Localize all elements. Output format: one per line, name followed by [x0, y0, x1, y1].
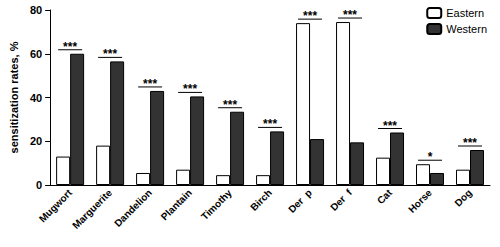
- svg-text:Der f: Der f: [328, 187, 354, 213]
- svg-text:Cat: Cat: [375, 187, 395, 207]
- svg-text:***: ***: [143, 77, 157, 91]
- svg-text:***: ***: [223, 98, 237, 112]
- svg-text:***: ***: [343, 8, 357, 22]
- svg-text:Birch: Birch: [248, 187, 274, 213]
- svg-text:Horse: Horse: [406, 187, 434, 215]
- svg-text:Der p: Der p: [286, 187, 314, 215]
- svg-text:20: 20: [30, 135, 42, 147]
- svg-text:***: ***: [303, 9, 317, 23]
- svg-text:80: 80: [30, 4, 42, 16]
- svg-text:Dandelion: Dandelion: [112, 187, 154, 229]
- svg-text:60: 60: [30, 48, 42, 60]
- svg-text:Western: Western: [446, 23, 487, 35]
- svg-text:Dog: Dog: [452, 187, 474, 209]
- svg-text:***: ***: [103, 47, 117, 61]
- svg-text:Timothy: Timothy: [199, 187, 234, 222]
- svg-text:Marguerite: Marguerite: [70, 187, 114, 231]
- svg-text:Mugwort: Mugwort: [37, 187, 75, 225]
- svg-text:***: ***: [383, 119, 397, 133]
- svg-text:***: ***: [183, 82, 197, 96]
- svg-text:***: ***: [263, 117, 277, 131]
- svg-text:Eastern: Eastern: [446, 7, 484, 19]
- svg-text:***: ***: [63, 40, 77, 54]
- svg-text:***: ***: [463, 136, 477, 150]
- svg-text:*: *: [428, 150, 433, 164]
- svg-text:40: 40: [30, 92, 42, 104]
- svg-text:0: 0: [36, 179, 42, 191]
- svg-text:sensitization rates, %: sensitization rates, %: [8, 41, 20, 153]
- svg-text:Plantain: Plantain: [159, 187, 194, 222]
